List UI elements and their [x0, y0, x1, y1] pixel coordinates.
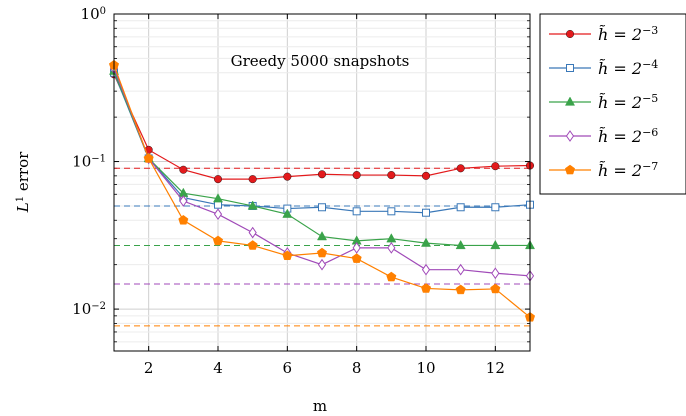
- legend-swatch-marker: [564, 164, 576, 175]
- data-point: [421, 263, 431, 276]
- legend-swatch-marker: [564, 96, 576, 106]
- series-group: [108, 59, 536, 322]
- data-point: [420, 237, 432, 247]
- data-point: [491, 203, 500, 212]
- data-point: [213, 175, 222, 184]
- data-point: [456, 164, 465, 173]
- data-point: [178, 214, 189, 225]
- x-tick-label: 6: [283, 359, 293, 377]
- data-point: [455, 239, 466, 250]
- data-point: [387, 171, 396, 180]
- data-point: [317, 258, 327, 271]
- data-point: [491, 267, 500, 280]
- data-point: [248, 226, 257, 239]
- legend-label: h̃ = 2−3: [598, 24, 658, 45]
- y-tick-label: 10−1: [72, 153, 106, 171]
- legend-item: h̃ = 2−5: [549, 92, 658, 113]
- x-tick-label: 8: [352, 359, 362, 377]
- plot-frame: [113, 13, 531, 352]
- data-point: [318, 170, 327, 179]
- legend-swatch-marker: [566, 30, 575, 39]
- series-line: [113, 64, 531, 318]
- series-line: [113, 70, 530, 247]
- data-point: [351, 253, 362, 263]
- series-line: [113, 74, 531, 180]
- legend-label: h̃ = 2−7: [598, 160, 658, 181]
- y-axis-ticks: 10−2 10−1 100: [72, 5, 530, 318]
- data-point: [422, 208, 430, 217]
- legend-label: h̃ = 2−6: [598, 126, 658, 147]
- data-point: [179, 195, 188, 207]
- chart-annotation: Greedy 5000 snapshots: [231, 52, 410, 70]
- legend-swatch-marker: [565, 130, 575, 142]
- data-point: [386, 233, 397, 243]
- legend-item: h̃ = 2−4: [549, 58, 658, 79]
- series-1: [109, 70, 535, 184]
- legend-box: [539, 13, 686, 195]
- data-point: [282, 250, 293, 261]
- x-tick-label: 10: [416, 359, 435, 377]
- x-tick-label: 12: [486, 359, 505, 377]
- y-tick-label: 100: [81, 5, 106, 23]
- data-point: [422, 171, 431, 180]
- data-point: [247, 240, 258, 250]
- legend-item: h̃ = 2−3: [549, 24, 658, 45]
- data-point: [490, 283, 501, 294]
- data-point: [179, 165, 188, 174]
- data-point: [387, 207, 396, 216]
- legend-swatch-marker: [566, 64, 574, 72]
- data-point: [420, 283, 432, 293]
- data-point: [456, 203, 465, 212]
- y-tick-label: 10−2: [72, 300, 106, 318]
- data-point: [456, 263, 465, 276]
- x-tick-label: 2: [144, 359, 154, 377]
- data-point: [352, 207, 361, 216]
- data-point: [491, 162, 500, 171]
- data-point: [316, 231, 328, 241]
- data-point: [318, 203, 326, 212]
- data-point: [212, 193, 224, 203]
- data-point: [490, 239, 501, 250]
- x-tick-label: 4: [213, 359, 223, 377]
- series-5: [108, 59, 536, 322]
- data-point: [386, 271, 397, 282]
- data-point: [282, 208, 293, 218]
- data-point: [352, 171, 361, 180]
- legend-label: h̃ = 2−5: [598, 92, 658, 113]
- series-3: [108, 65, 536, 250]
- legend-item: h̃ = 2−7: [549, 160, 658, 181]
- data-point: [283, 172, 292, 181]
- data-point: [213, 208, 223, 221]
- legend-label: h̃ = 2−4: [598, 58, 658, 79]
- data-point: [212, 235, 224, 246]
- y-axis-label: L1 error: [14, 151, 32, 213]
- x-axis-ticks: 2 4 6 8 10 12: [144, 14, 505, 377]
- x-axis-label: m: [313, 397, 327, 415]
- data-point: [316, 247, 328, 258]
- legend-item: h̃ = 2−6: [549, 126, 658, 147]
- data-point: [352, 241, 361, 254]
- legend: h̃ = 2−3 h̃ = 2−4 h̃ = 2−5 h̃ = 2−6 h̃ = 2−7: [539, 13, 686, 195]
- data-point: [247, 200, 258, 210]
- data-point: [143, 153, 154, 163]
- data-point: [248, 175, 257, 184]
- data-point: [455, 284, 466, 295]
- data-point: [387, 241, 396, 254]
